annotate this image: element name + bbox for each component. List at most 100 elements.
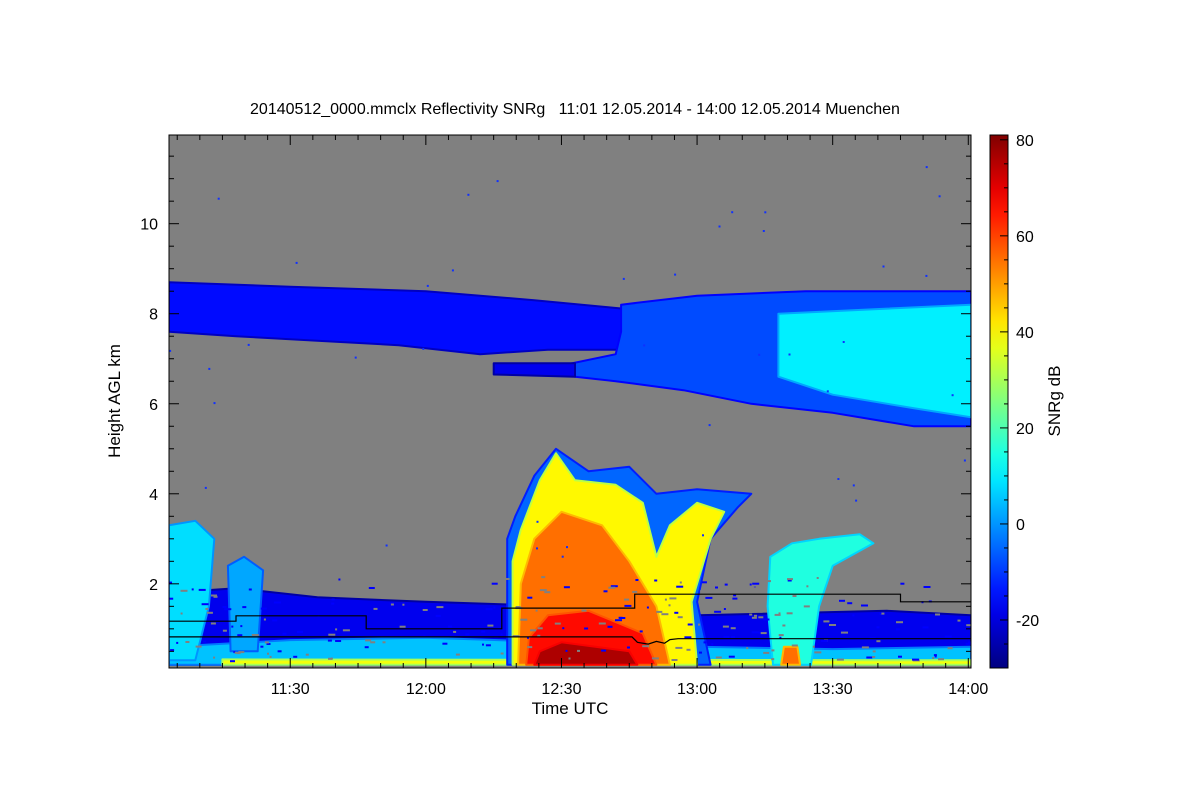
- speckle: [898, 655, 902, 658]
- speckle: [527, 636, 529, 639]
- speckle: [771, 658, 775, 661]
- speckle: [607, 625, 613, 628]
- speckle: [671, 659, 678, 661]
- echo-region-left-cell: [169, 519, 216, 662]
- speckle: [675, 646, 683, 649]
- speckle: [500, 633, 503, 636]
- speckle: [925, 166, 928, 169]
- speckle: [565, 649, 568, 652]
- speckle: [866, 656, 873, 659]
- colorbar-tick-label: 80: [1016, 133, 1034, 150]
- speckle: [753, 584, 761, 587]
- speckle: [731, 211, 734, 214]
- speckle: [271, 581, 277, 584]
- axes: 11:30 12:00 12:30 13:00 13:30 14:00 2 4 6 8 10: [140, 135, 988, 698]
- speckle: [619, 617, 626, 619]
- speckle: [947, 647, 953, 650]
- speckle: [338, 578, 341, 581]
- colorbar-label: SNRg dB: [1045, 366, 1064, 437]
- speckle: [485, 608, 493, 611]
- speckle: [180, 589, 188, 592]
- speckle: [904, 597, 910, 600]
- speckle: [169, 597, 174, 600]
- speckle: [263, 618, 266, 621]
- speckle: [210, 622, 216, 625]
- colorbar: [989, 134, 1009, 669]
- speckle: [836, 658, 844, 661]
- speckle: [191, 588, 194, 591]
- noise-speckles: [169, 166, 971, 663]
- speckle: [368, 587, 375, 589]
- speckle: [238, 651, 245, 654]
- speckle: [701, 581, 707, 584]
- speckle: [872, 656, 876, 658]
- speckle: [515, 606, 521, 608]
- speckle: [536, 520, 539, 523]
- speckle: [342, 629, 350, 632]
- speckle: [601, 649, 607, 652]
- speckle: [370, 641, 376, 644]
- speckle: [293, 655, 298, 658]
- echo-region-thin-layer-6.7km: [492, 362, 576, 378]
- speckle: [635, 579, 639, 581]
- speckle: [766, 580, 771, 583]
- speckle: [354, 588, 359, 591]
- speckle: [222, 629, 227, 632]
- speckle: [714, 610, 722, 613]
- speckle: [491, 582, 498, 585]
- x-tick-label: 12:00: [406, 681, 446, 698]
- speckle: [584, 627, 589, 630]
- speckle: [944, 635, 952, 638]
- speckle: [500, 652, 504, 655]
- speckle: [632, 590, 638, 593]
- speckle: [399, 625, 406, 628]
- speckle: [211, 594, 217, 597]
- speckle: [676, 585, 684, 588]
- speckle: [837, 478, 840, 480]
- speckle: [365, 639, 372, 642]
- speckle: [764, 211, 767, 214]
- speckle: [760, 632, 767, 635]
- speckle: [642, 645, 650, 648]
- echo-region-cirrus-band-left: [169, 281, 631, 356]
- speckle: [251, 634, 259, 636]
- speckle: [213, 656, 216, 659]
- colorbar-tick-label: 40: [1016, 325, 1034, 342]
- speckle: [536, 547, 538, 550]
- speckle: [426, 284, 429, 287]
- speckle: [260, 645, 264, 648]
- speckle: [496, 180, 499, 183]
- speckle: [700, 590, 708, 593]
- speckle: [390, 603, 394, 606]
- speckle: [733, 594, 737, 597]
- layer-lines: [169, 593, 971, 645]
- speckle: [957, 619, 961, 622]
- speckle: [273, 601, 281, 604]
- x-tick-label: 12:30: [541, 681, 581, 698]
- speckle: [354, 356, 357, 359]
- speckle: [876, 640, 881, 643]
- colorbar-tick-label: 20: [1016, 421, 1034, 438]
- speckle: [749, 613, 753, 616]
- speckle: [812, 645, 815, 648]
- speckle: [863, 590, 867, 593]
- speckle: [520, 618, 528, 621]
- speckle: [639, 630, 643, 633]
- speckle: [922, 626, 929, 629]
- speckle: [774, 613, 781, 616]
- speckle: [669, 597, 677, 600]
- echo-region-convective-darkred: [533, 641, 639, 666]
- speckle: [686, 648, 691, 651]
- x-tick-label: 14:00: [948, 681, 988, 698]
- speckle: [208, 367, 211, 370]
- speckle: [828, 582, 836, 584]
- speckle: [331, 602, 335, 605]
- speckle: [485, 644, 491, 647]
- speckle: [490, 594, 495, 597]
- speckle: [422, 609, 428, 611]
- speckle: [724, 583, 728, 586]
- speckle: [205, 607, 209, 610]
- speckle: [968, 641, 971, 644]
- speckle: [373, 607, 378, 610]
